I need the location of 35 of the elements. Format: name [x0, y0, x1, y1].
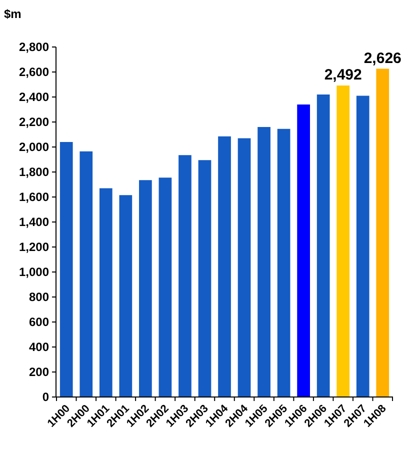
- data-label: 2,626: [364, 50, 401, 67]
- bar: [139, 180, 152, 397]
- y-tick-label: 2,000: [18, 140, 50, 154]
- bar: [277, 128, 290, 397]
- y-tick-label: 1,000: [18, 265, 50, 280]
- bar: [119, 195, 132, 397]
- y-tick-label: 2,200: [18, 115, 50, 130]
- bar: [297, 104, 310, 397]
- bar: [80, 151, 93, 397]
- y-tick-label: 600: [28, 315, 50, 330]
- bar: [336, 86, 350, 397]
- y-tick-label: 200: [28, 365, 50, 380]
- y-tick-label: 2,600: [18, 65, 50, 80]
- y-tick-label: 1,200: [18, 240, 50, 254]
- bar: [218, 136, 231, 397]
- bar: [158, 178, 172, 397]
- data-label: 2,492: [324, 66, 362, 84]
- bar: [238, 138, 251, 397]
- bar: [316, 94, 330, 397]
- y-tick-label: 400: [28, 340, 50, 354]
- bar: [178, 155, 192, 397]
- y-tick-label: 0: [42, 390, 50, 404]
- bar: [99, 188, 112, 397]
- y-tick-label: 2,400: [18, 90, 50, 104]
- y-tick-label: 1,600: [18, 190, 50, 204]
- bar: [376, 68, 390, 397]
- y-tick-label: 2,800: [18, 40, 50, 54]
- chart-title: $m: [4, 7, 22, 21]
- bar: [356, 96, 370, 397]
- bar: [258, 127, 270, 397]
- bar: [60, 142, 73, 397]
- bar: [198, 160, 212, 397]
- y-tick-label: 800: [28, 290, 50, 304]
- y-tick-label: 1,800: [18, 165, 50, 180]
- y-tick-label: 1,400: [18, 215, 50, 230]
